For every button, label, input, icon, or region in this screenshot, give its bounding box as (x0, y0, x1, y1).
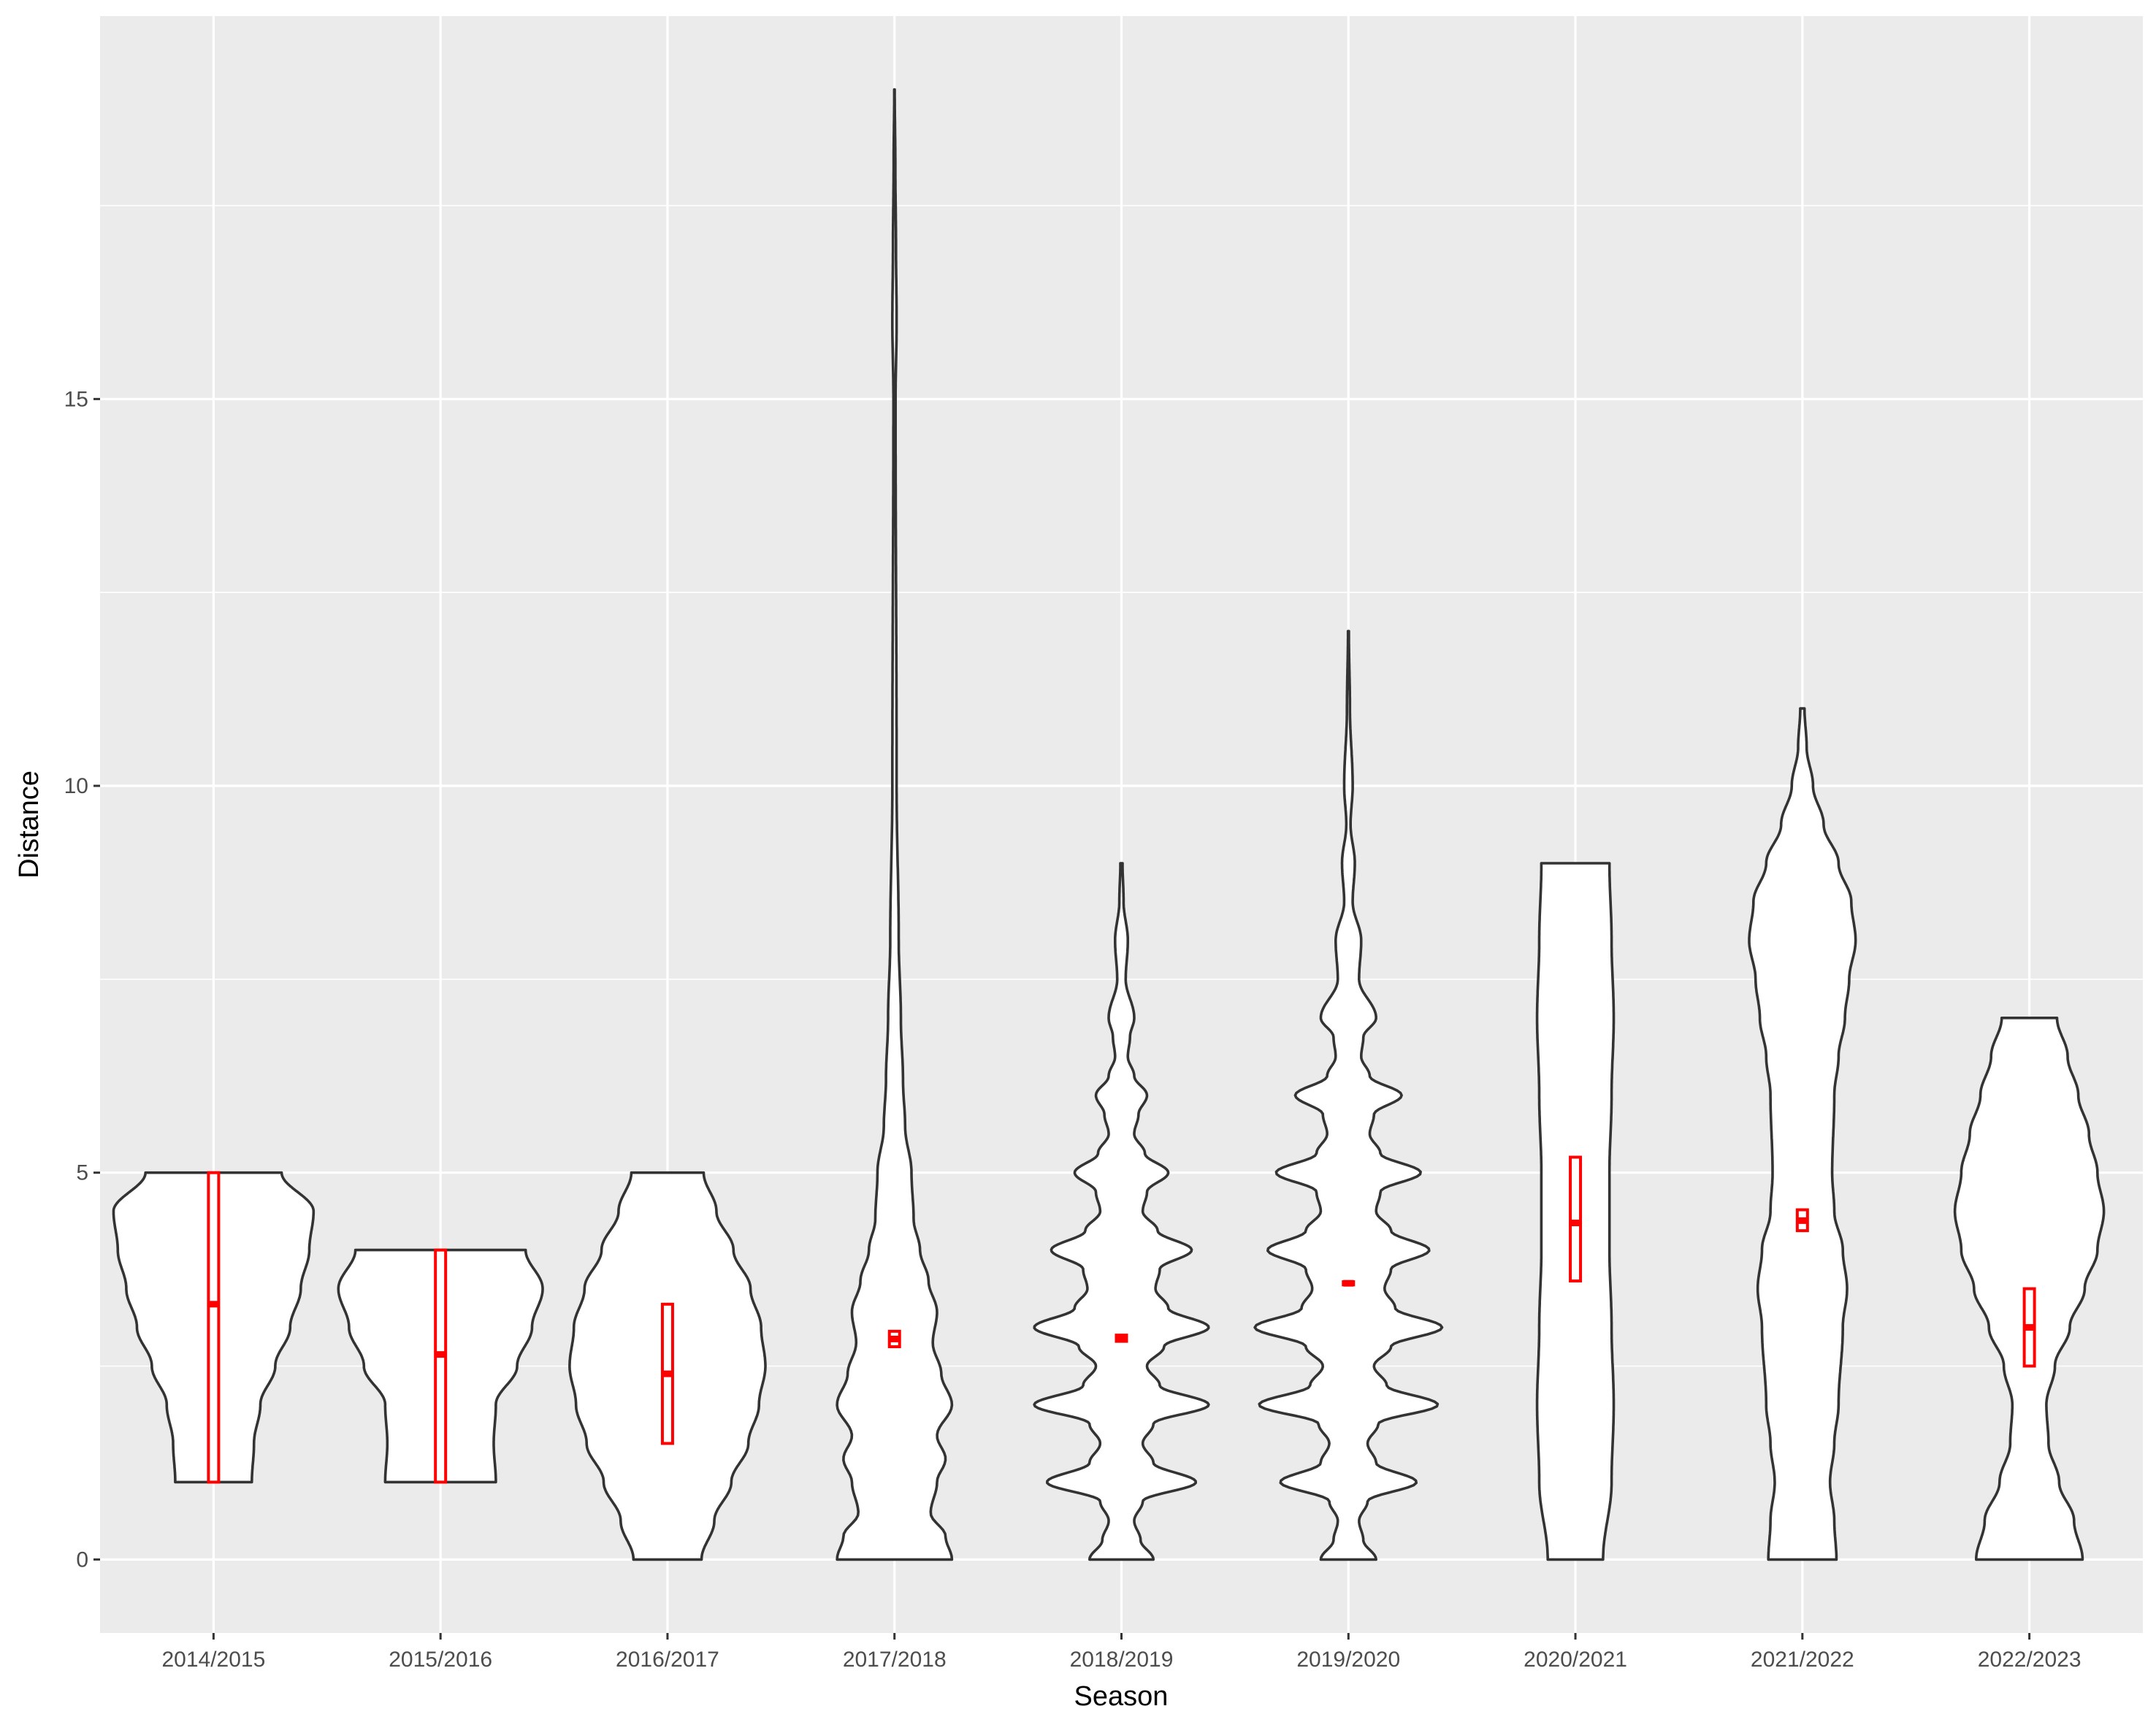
x-tick-label: 2017/2018 (843, 1648, 947, 1672)
y-tick-label: 15 (64, 387, 88, 411)
violin-2017-2018 (836, 88, 954, 1561)
x-tick-label: 2021/2022 (1751, 1648, 1854, 1672)
violin-2021-2022 (1748, 707, 1857, 1561)
violin-2015-2016 (337, 1248, 544, 1484)
y-axis: 0 5 10 15 (64, 387, 100, 1572)
x-axis-title: Season (1074, 1681, 1169, 1712)
violin-layer (112, 88, 2106, 1561)
y-tick-label: 10 (64, 774, 88, 798)
x-axis: 2014/2015 2015/2016 2016/2017 2017/2018 2018… (161, 1633, 2082, 1672)
y-axis-title: Distance (14, 770, 45, 879)
x-tick-label: 2018/2019 (1070, 1648, 1174, 1672)
x-tick-label: 2015/2016 (389, 1648, 492, 1672)
x-tick-label: 2014/2015 (161, 1648, 265, 1672)
y-tick-label: 0 (76, 1548, 88, 1572)
violin-2019-2020 (1253, 630, 1444, 1561)
violin-2014-2015 (112, 1171, 316, 1484)
x-tick-label: 2020/2021 (1524, 1648, 1627, 1672)
violin-2016-2017 (568, 1171, 767, 1561)
y-tick-label: 5 (76, 1161, 88, 1185)
violin-2018-2019 (1033, 862, 1210, 1561)
violin-2020-2021 (1535, 862, 1616, 1561)
x-tick-label: 2019/2020 (1296, 1648, 1400, 1672)
box-layer (207, 1155, 2036, 1484)
box-2015-2016 (434, 1248, 448, 1484)
box-2014-2015 (207, 1171, 221, 1484)
x-tick-label: 2016/2017 (616, 1648, 719, 1672)
box-2020-2021 (1569, 1155, 1583, 1283)
x-tick-label: 2022/2023 (1978, 1648, 2082, 1672)
